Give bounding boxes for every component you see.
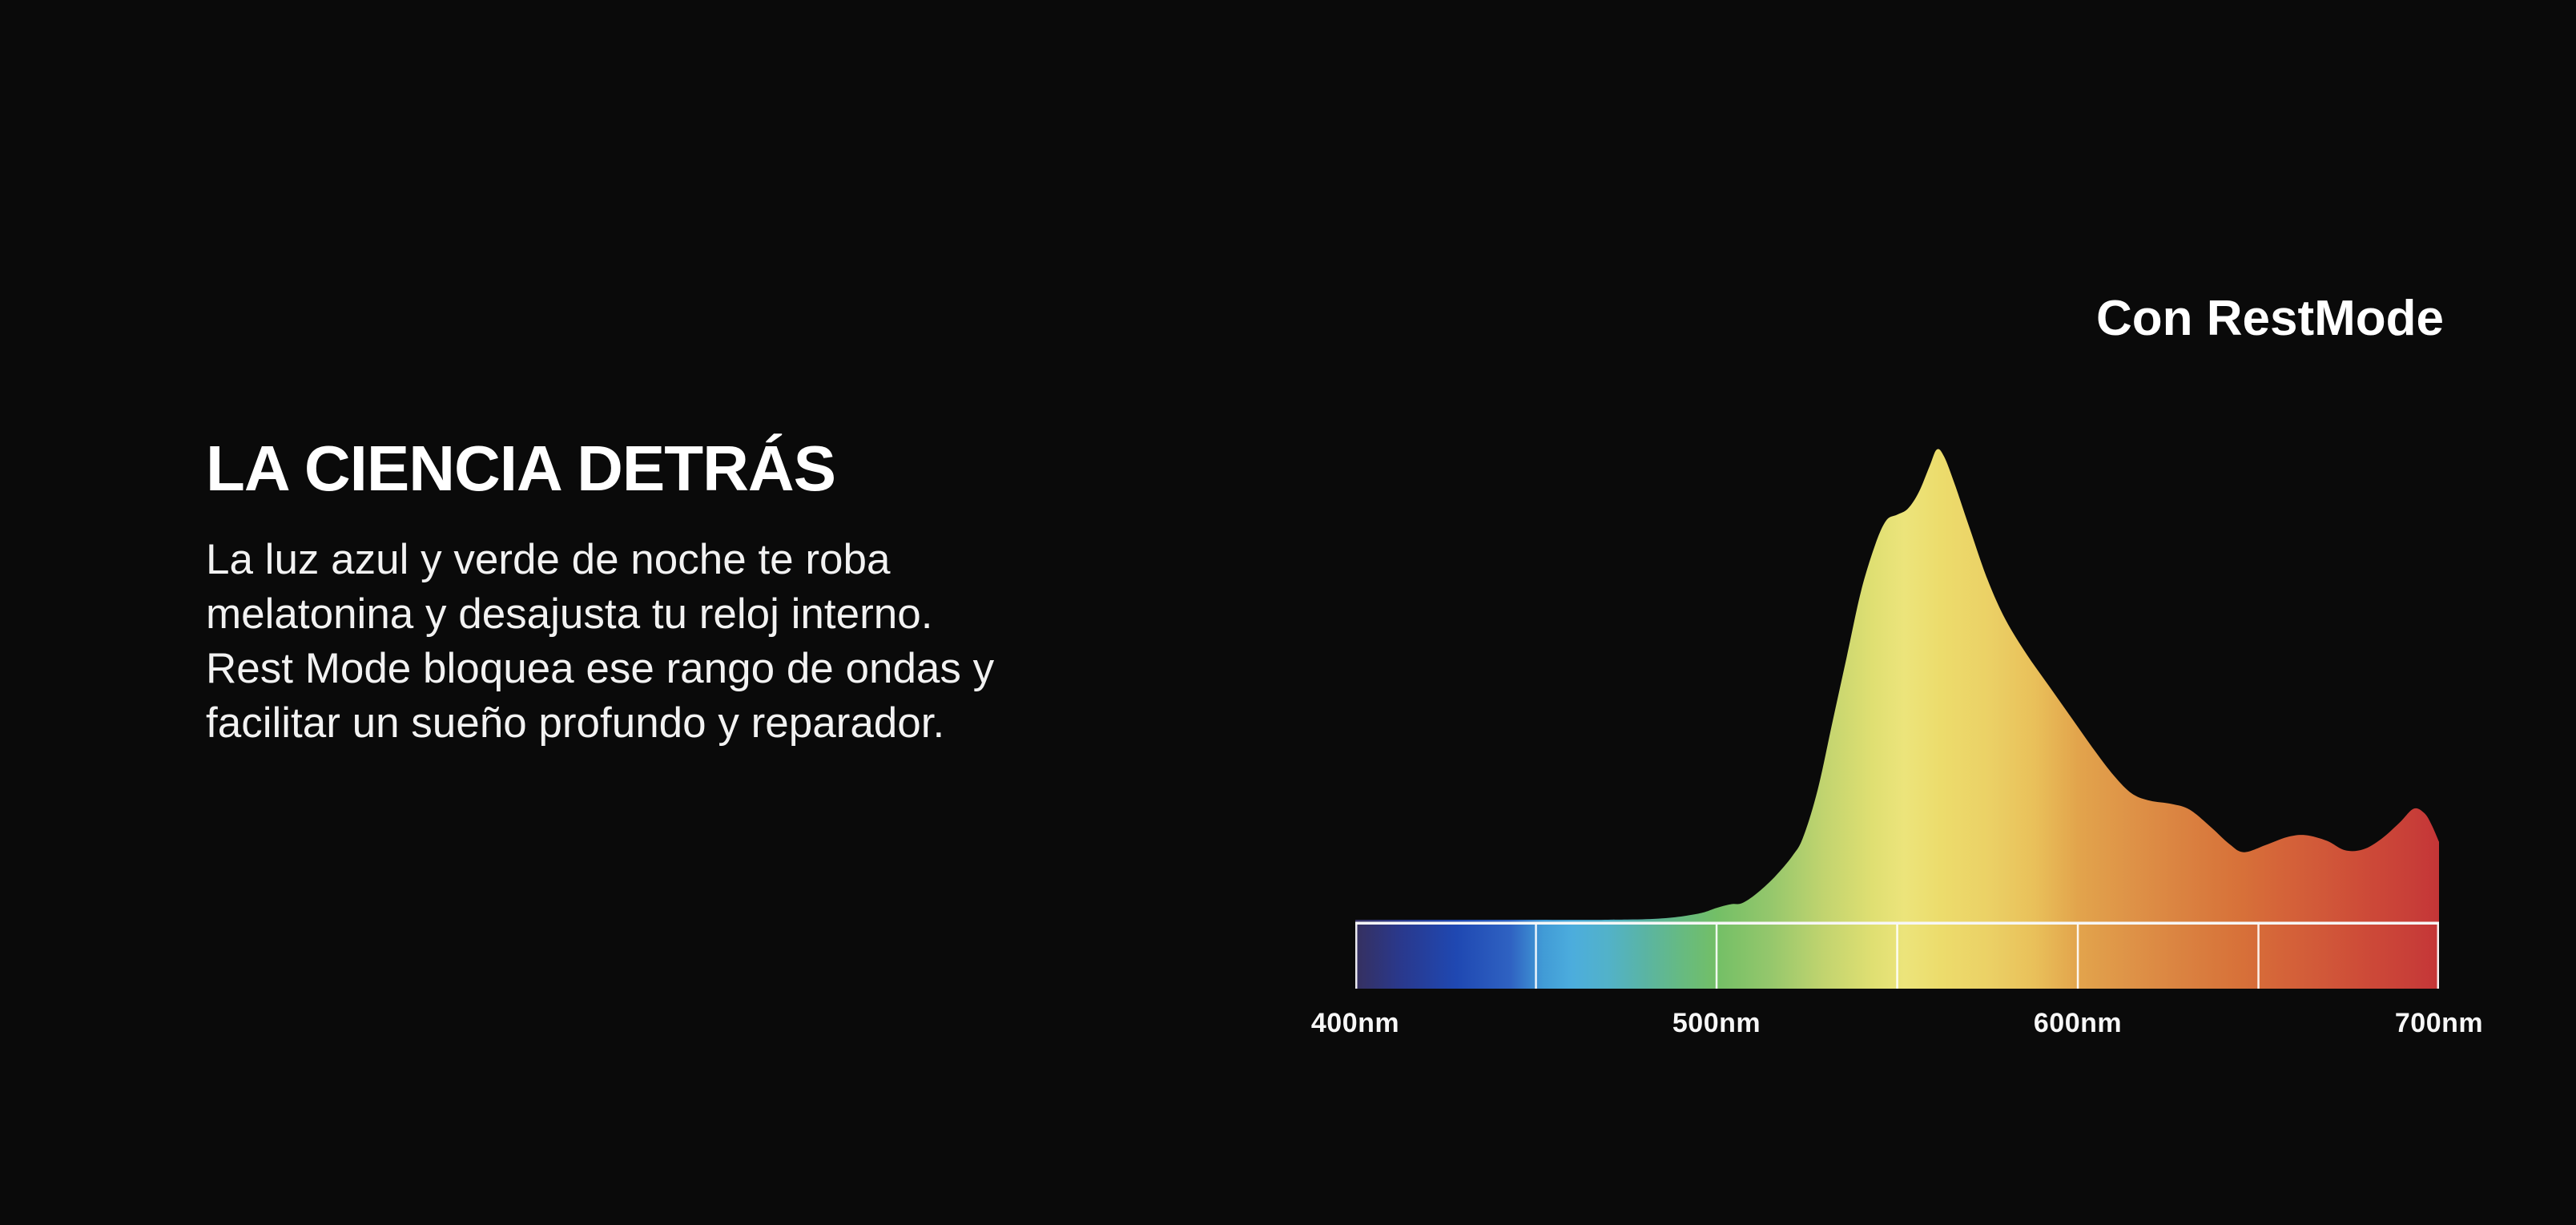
spectrum-chart xyxy=(1355,449,2439,989)
x-axis: 400nm 500nm 600nm 700nm xyxy=(1311,1008,2483,1048)
section-body: La luz azul y verde de noche te roba mel… xyxy=(206,536,995,747)
bar-tick xyxy=(1896,922,1898,989)
bar-tick xyxy=(1535,922,1537,989)
bar-tick xyxy=(2257,922,2260,989)
bar-tick xyxy=(1715,922,1718,989)
bar-tick xyxy=(2076,922,2079,989)
baseline-axis xyxy=(1355,921,2439,925)
x-axis-tick-label: 600nm xyxy=(2033,1008,2123,1038)
bar-tick xyxy=(1355,922,1358,989)
x-axis-tick-label: 400nm xyxy=(1310,1008,1400,1038)
x-axis-tick-label: 500nm xyxy=(1672,1008,1761,1038)
x-axis-tick-label: 700nm xyxy=(2394,1008,2484,1038)
section-title: LA CIENCIA DETRÁS xyxy=(206,433,836,504)
copy-block: LA CIENCIA DETRÁS La luz azul y verde de… xyxy=(206,437,994,751)
spectrum-curve xyxy=(1355,449,2439,923)
chart-mode-label: Con RestMode xyxy=(2096,291,2444,346)
spectrum-chart-block: Con RestMode 400nm 500nm 600nm 700nm xyxy=(1311,288,2483,1074)
bar-tick xyxy=(2437,922,2439,989)
